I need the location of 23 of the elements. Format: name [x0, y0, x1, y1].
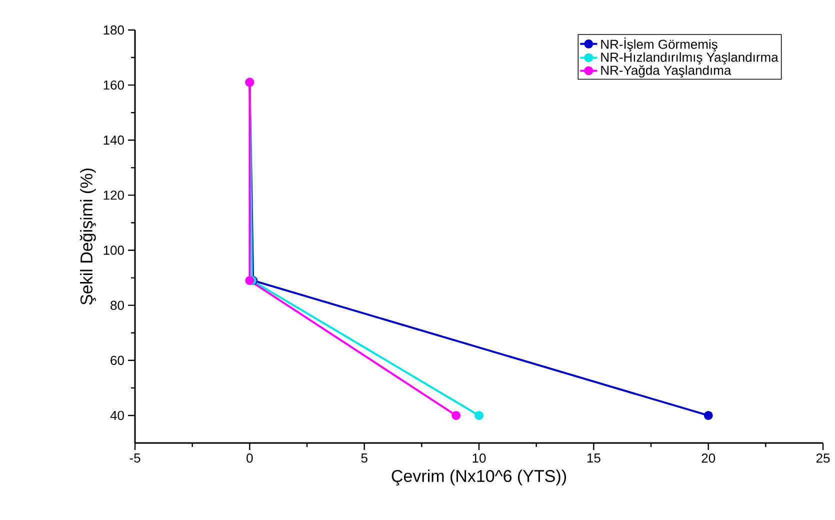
y-tick-label: 160	[104, 80, 124, 90]
legend-label: NR-Yağda Yaşlandıma	[601, 65, 732, 78]
y-tick-label: 120	[104, 190, 124, 200]
y-tick-label: 40	[110, 410, 124, 420]
x-tick-label: 0	[246, 454, 253, 463]
y-tick-label: 100	[104, 246, 124, 255]
y-tick-label: 60	[110, 356, 124, 365]
x-tick-label: 20	[702, 454, 716, 463]
legend-label: NR-İşlem Görmemiş	[601, 38, 718, 52]
x-tick-label: 10	[472, 454, 486, 463]
x-tick-label: 25	[816, 454, 830, 463]
x-tick-label: 5	[361, 454, 368, 463]
x-tick-label: 15	[587, 454, 600, 463]
y-tick-label: 180	[104, 25, 124, 35]
point	[474, 410, 484, 420]
y-tick-label: 140	[104, 136, 124, 145]
legend-label: NR-Hızlandırılmış Yaşlandırma	[601, 52, 778, 64]
y-tick-label: 80	[110, 300, 124, 310]
point	[452, 410, 461, 420]
y-axis-title: Şekil Değişimi (%)	[80, 168, 96, 305]
x-tick-label: -5	[130, 454, 140, 463]
point	[704, 410, 713, 420]
x-axis-title: Çevrim (Nx10^6 (YTS))	[392, 470, 566, 486]
